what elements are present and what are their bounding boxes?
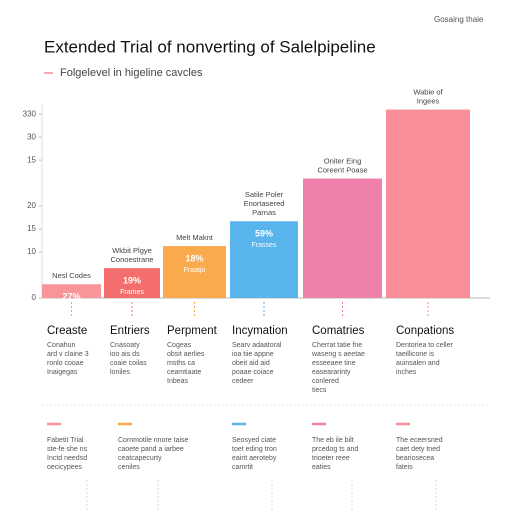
note-text: Cornmotile nnore taise [118,437,189,444]
note-text: camrtit [232,464,253,471]
category-description: easeararinty [312,369,351,376]
note-text: toet eding tron [232,446,277,453]
category-description: tiecs [312,387,327,394]
y-tick-label: 20 [27,201,36,210]
annotation: Oniter Eing [324,157,362,166]
note-text: Inctd needsd [47,455,87,462]
annotation: Coreent Poase [317,166,367,175]
y-tick-label: 30 [27,132,36,141]
category-description: Searv adaatoral [232,342,282,349]
bar-label: 18% [185,253,203,263]
category-description: inches [396,369,417,376]
chart-title: Extended Trial of nonverting of Salelpip… [44,37,376,56]
note-text: Fabetit Trial [47,437,84,444]
category-label: Creaste [47,325,87,337]
note-text: ste-fe she ns [47,446,88,453]
category-label: Comatries [312,325,365,337]
category-description: loniles [110,369,130,376]
bar-label: 59% [255,229,273,239]
category-description: poaae coiace [232,369,274,376]
annotation: Melt Maknt [176,233,214,242]
category-description: ceamtiaate [167,369,201,376]
y-tick-label: 15 [27,224,36,233]
bar-label: Frames [120,289,144,296]
annotation: Satile Poler [245,190,284,199]
annotation: Conoestrane [111,255,154,264]
category-label: Entriers [110,325,150,337]
category-description: auinsalen and [396,360,440,367]
category-description: Cogeas [167,342,192,349]
bar [42,284,101,298]
category-description: Dentoriea to celler [396,342,453,349]
category-description: cedeer [232,378,254,385]
note-text: The eceersned [396,437,443,444]
y-tick-label: 0 [32,293,37,302]
category-label: Perpment [167,325,218,337]
category-description: coaie coilas [110,360,147,367]
annotation: Wabie of [413,88,443,97]
category-description: Inaigegas [47,369,78,376]
bar-label: 19% [123,276,141,286]
bar-label: Frasses [252,242,277,249]
category-description: esseeaee tine [312,360,356,367]
category-description: ioa tiie appne [232,351,274,358]
annotation: Ingees [417,97,440,106]
annotation: Parnas [252,208,276,217]
note-text: The eb ile bilt [312,437,354,444]
annotation: Wkbit Plgye [112,246,152,255]
category-description: obeit aid aid [232,360,270,367]
note-text: caet dety tned [396,446,440,453]
bar-label: 27% [62,292,80,302]
y-tick-label: 10 [27,247,36,256]
bar [163,246,226,298]
annotation: Enortasered [244,199,285,208]
note-text: ceatcapecurty [118,455,162,462]
category-label: Conpations [396,325,454,337]
note-text: fateis [396,464,413,471]
note-text: eairit aeroteby [232,455,277,462]
category-description: ronlo cooae [47,360,84,367]
y-tick-label: 15 [27,155,36,164]
corner-note: Gosaing thaie [434,15,484,24]
y-tick-label: 330 [23,109,37,118]
chart-subtitle: Folgelevel in higeline cavcles [60,67,203,79]
category-description: Cnasoaty [110,342,140,349]
category-description: obsit aerlies [167,351,205,358]
note-text: beariosecea [396,455,434,462]
category-description: waseng s aeetae [311,351,365,358]
category-description: Inbeas [167,378,189,385]
category-description: ioo ais ds [110,351,140,358]
note-text: Seosyed ciate [232,437,276,444]
bar [303,178,382,298]
note-text: caoete pand a iarbee [118,446,184,453]
category-description: msths ca [167,360,195,367]
category-description: Cherrat tatie fne [312,342,362,349]
note-text: oecicypees [47,464,83,471]
bar [386,109,470,298]
category-description: ard v claine 3 [47,351,89,358]
bar [104,268,160,298]
category-description: taeillicone is [396,351,435,358]
category-description: Conahun [47,342,76,349]
bar [230,221,298,298]
note-text: eaties [312,464,331,471]
bar-label: Fraatjo [184,267,206,274]
category-description: conlered [312,378,339,385]
category-label: Incymation [232,325,288,337]
note-text: trioeter reee [312,455,350,462]
note-text: ceniles [118,464,140,471]
annotation: Nesl Codes [52,271,91,280]
note-text: prcedog ts and [312,446,358,453]
